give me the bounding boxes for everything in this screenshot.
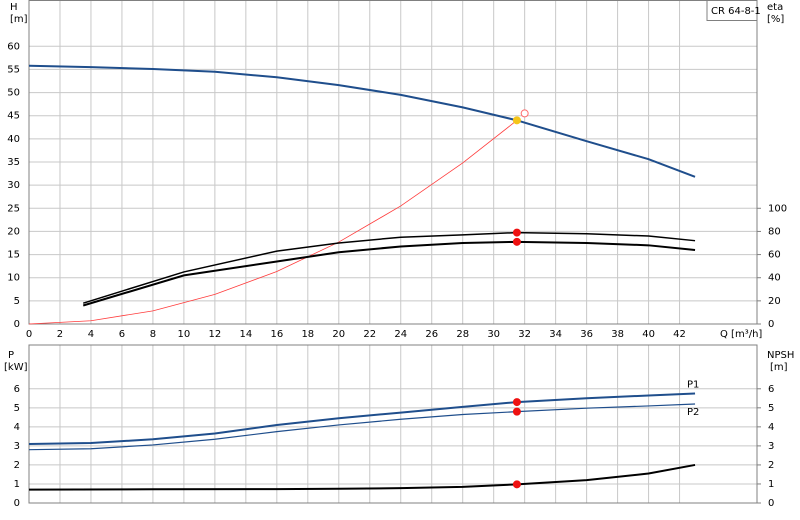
- x-tick-label: 10: [178, 329, 191, 340]
- y2-tick-label: 100: [768, 203, 787, 214]
- y2-tick-label: 1: [768, 479, 774, 490]
- y-tick-label: 20: [7, 226, 20, 237]
- y-unit: [kW]: [4, 362, 28, 373]
- x-tick-label: 36: [580, 329, 593, 340]
- y-tick-label: 1: [14, 479, 20, 490]
- operating-point: [512, 237, 521, 246]
- y-tick-label: 30: [7, 180, 20, 191]
- x-tick-label: 22: [363, 329, 376, 340]
- y-tick-label: 0: [14, 319, 20, 330]
- plot-frame: [28, 344, 758, 504]
- x-tick-label: 42: [673, 329, 686, 340]
- y-tick-label: 55: [7, 64, 20, 75]
- plot-frame: [28, 0, 758, 325]
- y2-tick-label: 5: [768, 403, 774, 414]
- curve: [28, 392, 696, 445]
- y2-label: NPSH: [767, 350, 794, 361]
- y-tick-label: 5: [14, 403, 20, 414]
- x-label: Q [m³/h]: [720, 329, 762, 340]
- series-label: P2: [687, 407, 699, 418]
- operating-point: [520, 109, 529, 118]
- x-tick-label: 6: [119, 329, 125, 340]
- operating-point: [512, 480, 521, 489]
- y2-unit: [%]: [767, 14, 784, 25]
- y-label: H: [10, 2, 18, 13]
- x-tick-label: 28: [456, 329, 469, 340]
- y2-tick-label: 80: [768, 226, 781, 237]
- curve: [28, 403, 696, 451]
- curve: [82, 231, 696, 304]
- y-tick-label: 50: [7, 88, 20, 99]
- y-unit: [m]: [10, 14, 28, 25]
- x-tick-label: 26: [425, 329, 438, 340]
- y2-tick-label: 4: [768, 422, 774, 433]
- x-tick-label: 8: [150, 329, 156, 340]
- y2-tick-label: 40: [768, 273, 781, 284]
- curve: [28, 120, 518, 325]
- x-tick-label: 24: [394, 329, 407, 340]
- grids: [28, 0, 757, 504]
- x-tick-label: 34: [549, 329, 562, 340]
- y-tick-label: 2: [14, 460, 20, 471]
- x-tick-label: 30: [487, 329, 500, 340]
- x-tick-label: 12: [209, 329, 222, 340]
- y-tick-label: 3: [14, 441, 20, 452]
- x-tick-label: 38: [611, 329, 624, 340]
- y-tick-label: 15: [7, 250, 20, 261]
- x-tick-label: 4: [88, 329, 94, 340]
- operating-point: [512, 407, 521, 416]
- y2-tick-label: 0: [768, 319, 774, 330]
- operating-point: [512, 116, 521, 125]
- y-tick-label: 40: [7, 134, 20, 145]
- y2-tick-label: 0: [768, 498, 774, 509]
- y-tick-label: 10: [7, 273, 20, 284]
- operating-point: [512, 398, 521, 407]
- x-tick-label: 32: [518, 329, 531, 340]
- y-tick-label: 45: [7, 111, 20, 122]
- curve: [82, 240, 696, 307]
- y-label: P: [8, 350, 14, 361]
- curve: [28, 463, 696, 491]
- x-tick-label: 20: [332, 329, 345, 340]
- x-tick-label: 0: [26, 329, 32, 340]
- y-tick-label: 60: [7, 41, 20, 52]
- y2-tick-label: 6: [768, 384, 774, 395]
- y-tick-label: 6: [14, 384, 20, 395]
- x-tick-label: 2: [57, 329, 63, 340]
- series-label: P1: [687, 380, 699, 391]
- y-tick-label: 4: [14, 422, 20, 433]
- y-tick-label: 5: [14, 296, 20, 307]
- y2-tick-label: 60: [768, 250, 781, 261]
- y2-tick-label: 20: [768, 296, 781, 307]
- x-tick-label: 18: [301, 329, 314, 340]
- model-box: [706, 0, 758, 21]
- y2-unit: [m]: [770, 362, 788, 373]
- y-tick-label: 35: [7, 157, 20, 168]
- x-tick-label: 16: [270, 329, 283, 340]
- y-tick-label: 25: [7, 203, 20, 214]
- y-tick-label: 0: [14, 498, 20, 509]
- x-tick-label: 14: [239, 329, 252, 340]
- x-tick-label: 40: [642, 329, 655, 340]
- curve: [28, 64, 696, 178]
- y2-label: eta: [767, 2, 783, 13]
- y2-tick-label: 2: [768, 460, 774, 471]
- y2-tick-label: 3: [768, 441, 774, 452]
- model-label: CR 64-8-1: [711, 6, 761, 17]
- operating-point: [512, 228, 521, 237]
